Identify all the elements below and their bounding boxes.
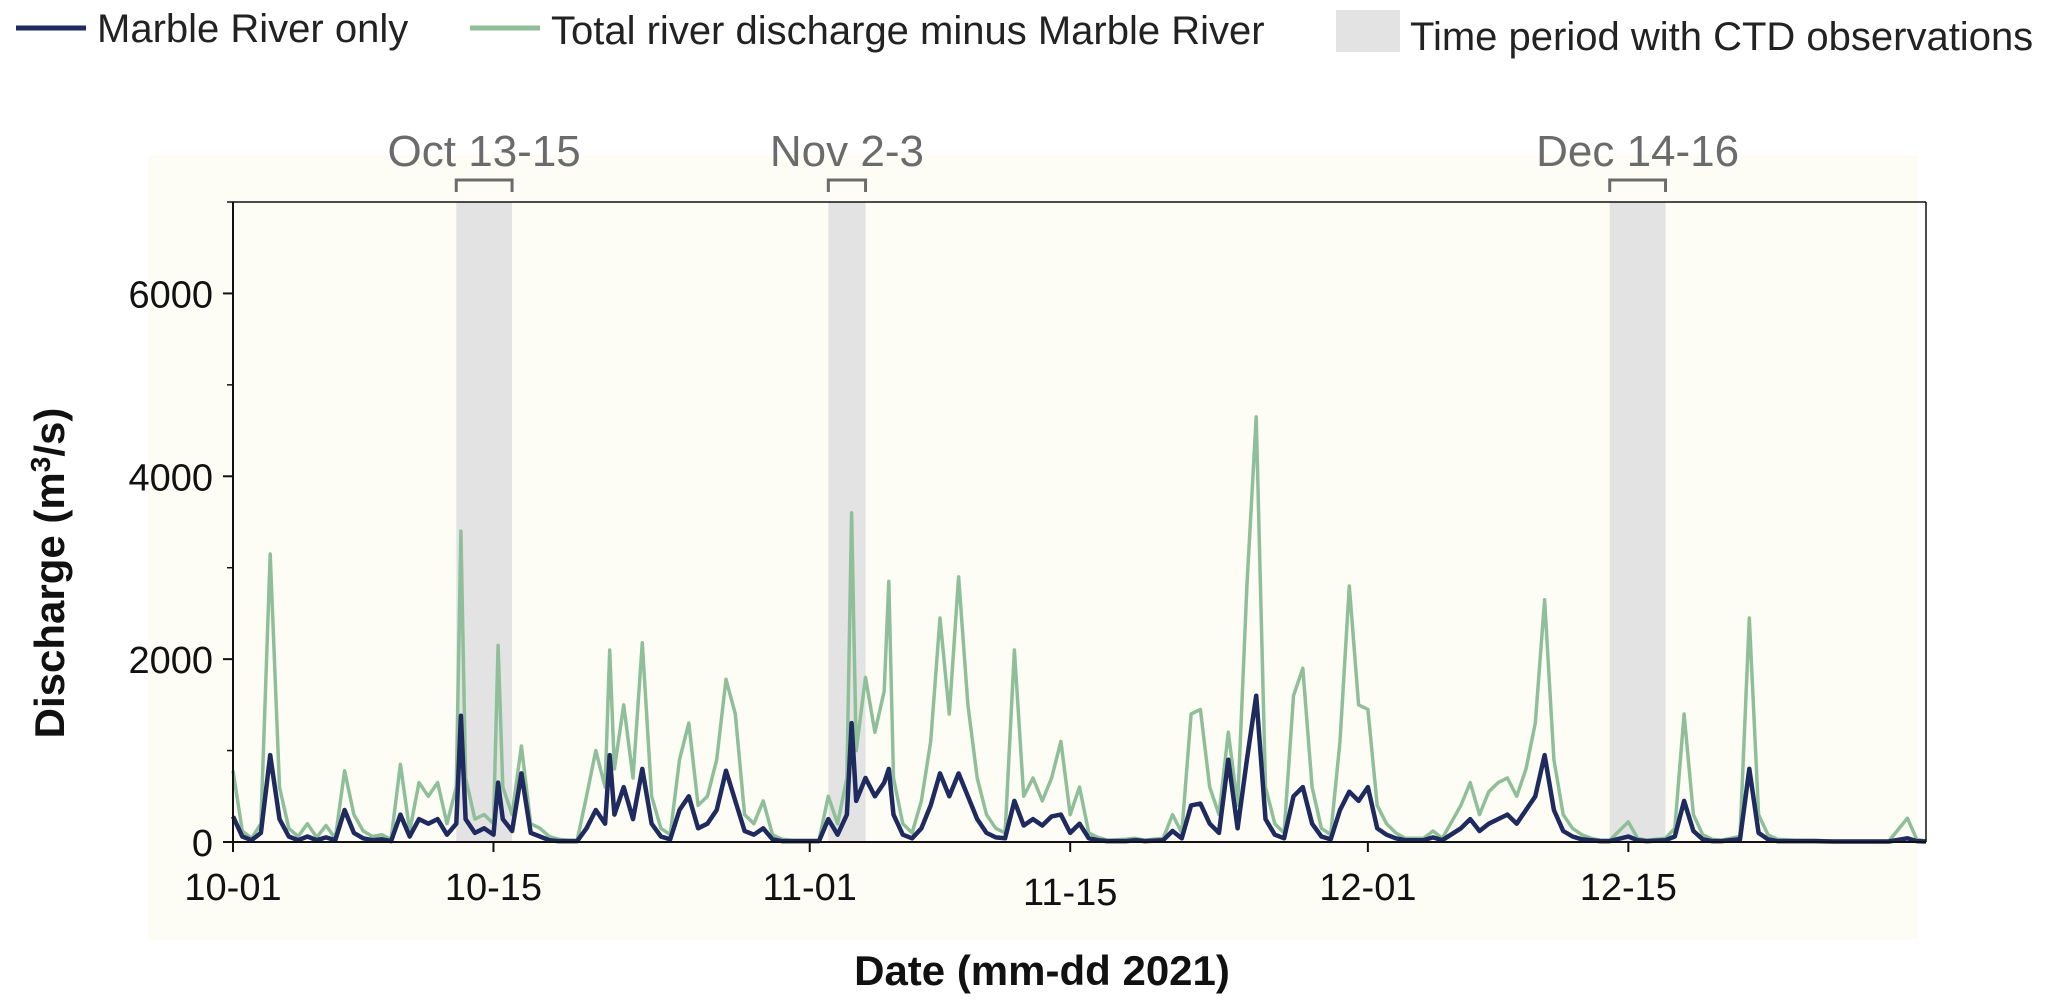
y-tick-label-6000: 6000 — [128, 274, 213, 316]
x-axis-ticks: 10-01 10-15 11-01 11-15 12-01 12-15 — [184, 842, 1677, 914]
x-tick-label-11-15: 11-15 — [1023, 872, 1117, 914]
y-axis-title: Discharge (m3/s) — [25, 408, 73, 739]
x-axis-title: Date (mm-dd 2021) — [854, 947, 1230, 994]
legend-marble-label: Marble River only — [97, 7, 408, 51]
ctd-bracket-3 — [1608, 178, 1668, 192]
y-axis-title-main: Discharge (m — [26, 472, 73, 738]
ctd-period-shades — [456, 202, 1666, 842]
ctd-shade-3 — [1609, 202, 1666, 842]
series-line-total — [231, 415, 1927, 843]
ctd-period-label-1: Oct 13-15 — [388, 127, 581, 176]
series-line-marble — [230, 693, 1927, 844]
legend-total-label: Total river discharge minus Marble River — [551, 9, 1265, 53]
x-tick-label-12-15: 12-15 — [1580, 867, 1677, 909]
y-axis-title-superscript: 3 — [25, 457, 56, 473]
y-tick-label-0: 0 — [192, 823, 213, 865]
legend-shade-swatch — [1336, 10, 1400, 52]
ctd-bracket-1 — [454, 178, 514, 192]
y-tick-label-4000: 4000 — [128, 457, 213, 499]
legend: Marble River only Total river discharge … — [16, 7, 2033, 59]
ctd-period-label-2: Nov 2-3 — [770, 127, 924, 176]
series-lines — [230, 415, 1927, 844]
x-tick-label-12-01: 12-01 — [1319, 867, 1416, 909]
x-tick-label-11-01: 11-01 — [763, 867, 857, 909]
y-axis-ticks: 0 2000 4000 6000 — [128, 201, 233, 865]
ctd-period-labels: Oct 13-15 Nov 2-3 Dec 14-16 — [388, 127, 1739, 192]
legend-shade-label: Time period with CTD observations — [1410, 15, 2033, 59]
x-tick-label-10-01: 10-01 — [184, 867, 281, 909]
x-tick-label-10-15: 10-15 — [445, 867, 542, 909]
ctd-bracket-2 — [826, 178, 868, 192]
ctd-period-label-3: Dec 14-16 — [1536, 127, 1739, 176]
y-tick-label-2000: 2000 — [128, 640, 213, 682]
y-axis-title-end: /s) — [26, 408, 73, 457]
